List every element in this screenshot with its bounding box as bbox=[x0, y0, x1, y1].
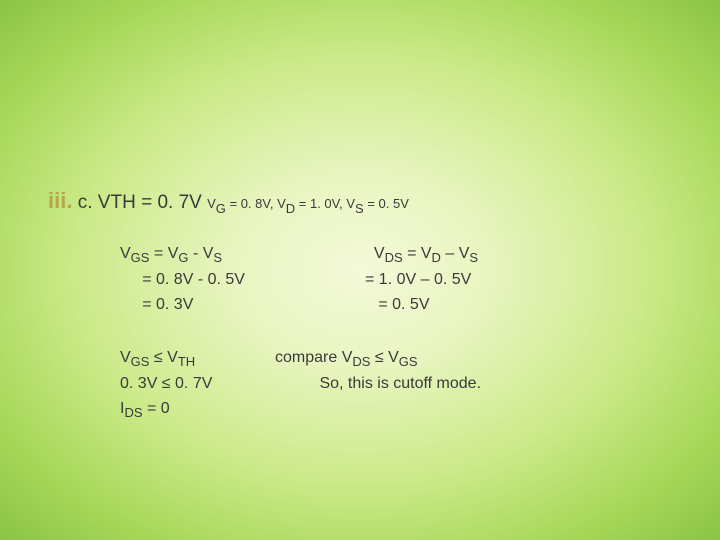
b1-r1a: V bbox=[365, 245, 385, 262]
b1-r2: = 1. 0V – 0. 5V bbox=[365, 268, 478, 293]
b1-l1: VGS = VG - VS bbox=[120, 242, 365, 268]
b2-l1b: ≤ V bbox=[149, 349, 177, 366]
heading-iii: iii. bbox=[48, 188, 72, 213]
b1-l3: = 0. 3V bbox=[120, 293, 365, 318]
b1-l1c-sub: S bbox=[213, 250, 222, 265]
b1-l1b-sub: G bbox=[178, 250, 188, 265]
h-vs-val: = 0. 5V bbox=[364, 196, 409, 211]
b2-r1: compare VDS ≤ VGS bbox=[275, 346, 481, 372]
b2-l3a-sub: DS bbox=[124, 405, 142, 420]
h-vg-sub: G bbox=[216, 201, 226, 216]
b1-l1c: - V bbox=[189, 245, 214, 262]
calc-block-2: VGS ≤ VTH 0. 3V ≤ 0. 7V IDS = 0 compare … bbox=[120, 346, 481, 423]
heading-line: iii. c. VTH = 0. 7V VG = 0. 8V, VD = 1. … bbox=[48, 188, 481, 216]
b1-r1b-sub: D bbox=[432, 250, 441, 265]
h-vs-sub: S bbox=[355, 201, 364, 216]
b2-l2: 0. 3V ≤ 0. 7V bbox=[120, 372, 275, 397]
b1-r1b: = V bbox=[403, 245, 432, 262]
b1-l1b: = V bbox=[149, 245, 178, 262]
h-vg: V bbox=[207, 196, 216, 211]
b1-r1c-sub: S bbox=[469, 250, 478, 265]
b2-l3b: = 0 bbox=[143, 400, 170, 417]
b2-r1a-sub: DS bbox=[352, 354, 370, 369]
heading-c: c. VTH = 0. 7V bbox=[72, 192, 207, 213]
h-vd-sub: D bbox=[286, 201, 295, 216]
b2-l1a-sub: GS bbox=[131, 354, 150, 369]
b1-r1: VDS = VD – VS bbox=[365, 242, 478, 268]
b2-l1b-sub: TH bbox=[178, 354, 195, 369]
b2-r1b-sub: GS bbox=[399, 354, 418, 369]
b2-l1: VGS ≤ VTH bbox=[120, 346, 275, 372]
b2-r1b: ≤ V bbox=[370, 349, 398, 366]
b2-l1a: V bbox=[120, 349, 131, 366]
b2-l3: IDS = 0 bbox=[120, 397, 275, 423]
calc-block-1: VGS = VG - VS = 0. 8V - 0. 5V = 0. 3V VD… bbox=[120, 242, 481, 318]
b1-l1a-sub: GS bbox=[131, 250, 150, 265]
b1-r3: = 0. 5V bbox=[365, 293, 478, 318]
h-vd-val: = 1. 0V, V bbox=[295, 196, 355, 211]
h-vg-val: = 0. 8V, V bbox=[226, 196, 286, 211]
b1-l1a: V bbox=[120, 245, 131, 262]
b1-l2: = 0. 8V - 0. 5V bbox=[120, 268, 365, 293]
b2-r1a: compare V bbox=[275, 349, 352, 366]
b1-r1c: – V bbox=[441, 245, 469, 262]
b2-r2: So, this is cutoff mode. bbox=[275, 372, 481, 397]
b1-r1a-sub: DS bbox=[385, 250, 403, 265]
